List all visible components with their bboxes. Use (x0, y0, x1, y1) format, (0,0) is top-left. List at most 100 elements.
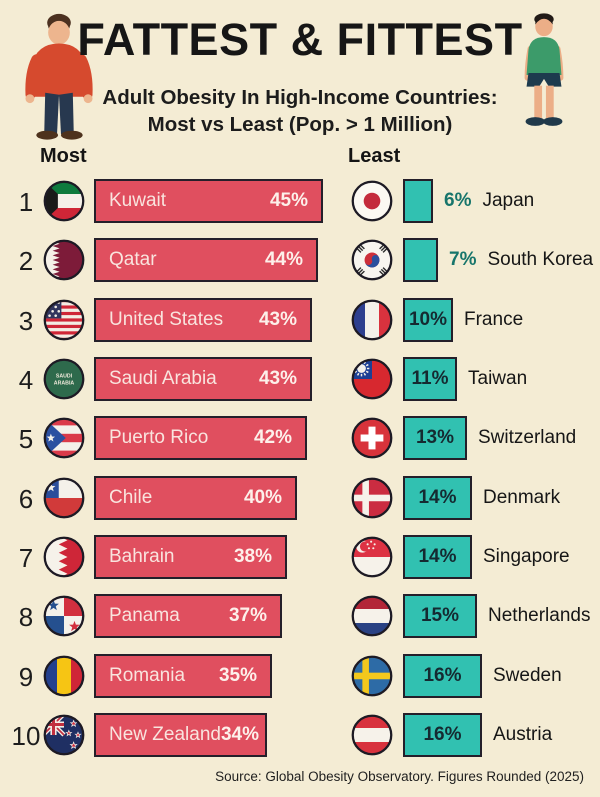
flag-switzerland-icon (351, 417, 393, 459)
least-row-group: 16% Sweden (403, 654, 562, 698)
least-bar: 14% (403, 535, 472, 579)
flag-new-zealand-icon (43, 714, 85, 756)
most-bar: Puerto Rico 42% (94, 416, 307, 460)
most-percent-label: 35% (218, 665, 257, 686)
most-country-label: Puerto Rico (109, 427, 209, 448)
subtitle-line-1: Adult Obesity In High-Income Countries: (102, 86, 498, 109)
rank-number: 8 (18, 602, 34, 632)
most-percent-label: 43% (258, 368, 297, 389)
least-country-label: France (464, 309, 524, 330)
most-percent-label: 34% (220, 724, 259, 745)
column-header-least: Least (348, 145, 401, 167)
least-bar: 16% (403, 654, 482, 698)
least-bar: 10% (403, 298, 453, 342)
flag-austria-icon (351, 714, 393, 756)
least-bar (403, 238, 438, 282)
least-bar: 16% (403, 713, 482, 757)
most-country-label: Saudi Arabia (109, 368, 217, 389)
most-bar: Bahrain 38% (94, 535, 287, 579)
least-row-group: 13% Switzerland (403, 416, 576, 460)
least-country-label: Singapore (483, 546, 570, 567)
most-percent-label: 37% (228, 605, 267, 626)
rank-number: 10 (11, 721, 41, 751)
least-bar (403, 179, 433, 223)
rank-number: 6 (18, 484, 34, 514)
flag-romania-icon (43, 655, 85, 697)
least-country-label: South Korea (487, 249, 594, 270)
svg-text:SAUDI: SAUDI (56, 374, 73, 380)
most-bar: Chile 40% (94, 476, 297, 520)
fit-man-illustration (504, 10, 584, 143)
least-row-group: 10% France (403, 298, 523, 342)
least-row-group: 14% Singapore (403, 535, 570, 579)
least-bar: 14% (403, 476, 472, 520)
least-percent-label: 11% (411, 368, 449, 389)
most-country-label: Romania (109, 665, 186, 686)
least-row-group: 14% Denmark (403, 476, 560, 520)
least-country-label: Austria (493, 724, 553, 745)
flag-puerto-rico-icon (43, 417, 85, 459)
most-country-label: Panama (109, 605, 180, 626)
least-percent-label: 15% (420, 605, 460, 626)
flag-sweden-icon (351, 655, 393, 697)
flag-taiwan-icon (351, 358, 393, 400)
rank-number: 3 (18, 306, 34, 336)
subtitle-line-2: Most vs Least (Pop. > 1 Million) (147, 113, 453, 136)
rank-number: 7 (18, 543, 34, 573)
most-percent-label: 40% (243, 487, 282, 508)
rank-number: 4 (18, 365, 34, 395)
least-country-label: Japan (482, 190, 535, 211)
most-country-label: Bahrain (109, 546, 175, 567)
column-header-most: Most (40, 145, 87, 167)
least-country-label: Sweden (493, 665, 562, 686)
most-bar: New Zealand 34% (94, 713, 267, 757)
most-country-label: Kuwait (109, 190, 167, 211)
flag-chile-icon (43, 477, 85, 519)
least-percent-label: 7% (449, 249, 477, 270)
least-percent-label: 10% (408, 309, 448, 330)
overweight-man-illustration (12, 8, 106, 149)
flag-usa-icon (43, 299, 85, 341)
least-country-label: Switzerland (478, 427, 577, 448)
flag-saudi-arabia-icon: SAUDI ARABIA (43, 358, 85, 400)
least-row-group: 16% Austria (403, 713, 552, 757)
rank-number: 5 (18, 424, 34, 454)
least-bar: 13% (403, 416, 467, 460)
least-percent-label: 14% (418, 546, 457, 567)
least-percent-label: 14% (418, 487, 457, 508)
most-country-label: New Zealand (109, 724, 221, 745)
flag-qatar-icon (43, 239, 85, 281)
least-row-group: 6% Japan (403, 179, 534, 223)
page-title: FATTEST & FITTEST (77, 14, 523, 65)
most-bar: Qatar 44% (94, 238, 318, 282)
least-bar: 15% (403, 594, 477, 638)
most-percent-label: 44% (264, 249, 303, 270)
least-bar: 11% (403, 357, 457, 401)
most-percent-label: 42% (253, 427, 292, 448)
most-percent-label: 38% (233, 546, 272, 567)
flag-denmark-icon (351, 477, 393, 519)
most-percent-label: 43% (258, 309, 297, 330)
most-bar: Saudi Arabia 43% (94, 357, 312, 401)
least-percent-label: 16% (423, 724, 462, 745)
rank-number: 1 (18, 187, 34, 217)
most-country-label: Qatar (109, 249, 157, 270)
least-percent-label: 6% (444, 190, 472, 211)
most-bar: Panama 37% (94, 594, 282, 638)
flag-south-korea-icon (351, 239, 393, 281)
least-row-group: 7% South Korea (403, 238, 593, 282)
flag-kuwait-icon (43, 180, 85, 222)
least-row-group: 15% Netherlands (403, 594, 590, 638)
flag-panama-icon (43, 595, 85, 637)
rank-number: 9 (18, 662, 34, 692)
flag-japan-icon (351, 180, 393, 222)
flag-france-icon (351, 299, 393, 341)
most-country-label: United States (109, 309, 224, 330)
page-subtitle: Adult Obesity In High-Income Countries: … (0, 84, 600, 138)
most-bar: United States 43% (94, 298, 312, 342)
svg-text:ARABIA: ARABIA (54, 381, 75, 387)
most-bar: Romania 35% (94, 654, 272, 698)
least-row-group: 11% Taiwan (403, 357, 527, 401)
rank-number: 2 (18, 246, 34, 276)
